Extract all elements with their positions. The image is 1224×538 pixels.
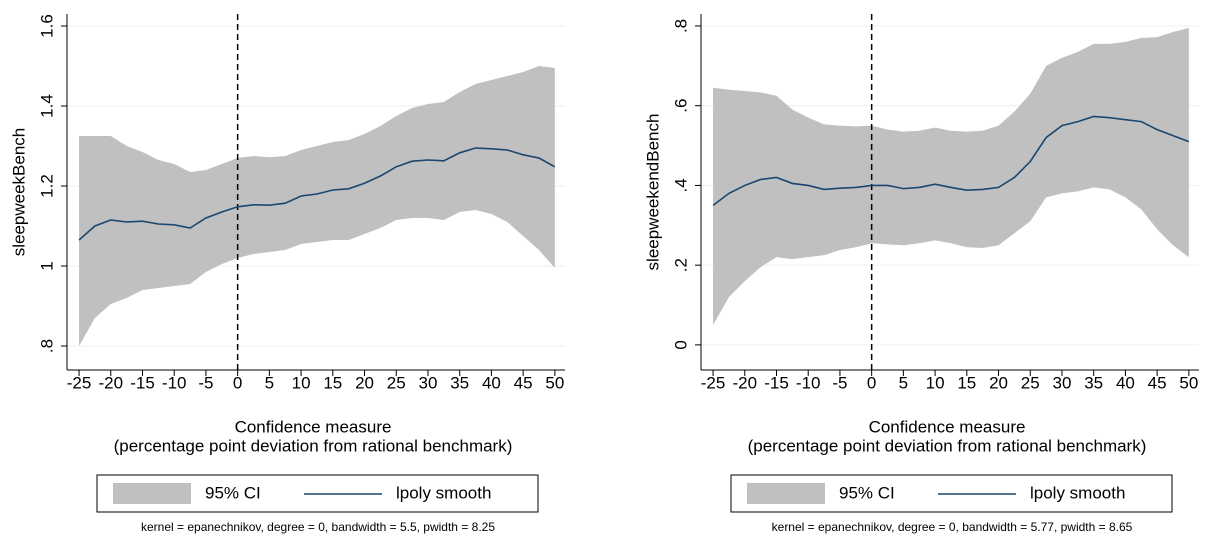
x-tick-label: 5	[265, 373, 274, 392]
y-tick-label: 1.4	[37, 94, 56, 118]
x-tick-label: -25	[701, 373, 726, 392]
y-tick-label: .6	[671, 99, 690, 113]
x-tick-label: 45	[514, 373, 533, 392]
x-tick-label: 40	[482, 373, 501, 392]
x-tick-label: 35	[450, 373, 469, 392]
x-tick-label: 25	[387, 373, 406, 392]
x-tick-label: -10	[796, 373, 821, 392]
x-tick-label: 0	[233, 373, 242, 392]
x-tick-label: 50	[545, 373, 564, 392]
x-tick-label: 5	[899, 373, 908, 392]
smooth-line	[78, 147, 556, 241]
x-tick-label: -5	[832, 373, 847, 392]
y-tick-label: .2	[671, 258, 690, 272]
x-tick-label: 50	[1179, 373, 1198, 392]
x-tick-label: 0	[867, 373, 876, 392]
legend-label: 95% CI	[205, 483, 261, 502]
x-tick-label: -15	[764, 373, 789, 392]
y-tick-label: .8	[671, 19, 690, 33]
note: kernel = epanechnikov, degree = 0, bandw…	[141, 520, 495, 534]
x-tick-label: -20	[98, 373, 123, 392]
chart-panel: 0 .2 .4 .6 .8 -25 -20 -15 -10 -5 0 5 10 15 20 25 30 35 40 4…	[643, 14, 1199, 534]
x-tick-label: 35	[1084, 373, 1103, 392]
x-tick-label: -15	[130, 373, 155, 392]
x-axis-title: Confidence measure	[235, 417, 392, 436]
legend-label: lpoly smooth	[1030, 483, 1125, 502]
ci-band	[713, 27, 1189, 325]
ci-band	[79, 66, 555, 346]
x-tick-label: 10	[926, 373, 945, 392]
x-tick-label: 20	[989, 373, 1008, 392]
x-axis-title: Confidence measure	[869, 417, 1026, 436]
y-tick-label: 1	[37, 261, 56, 270]
x-tick-label: -25	[67, 373, 92, 392]
x-tick-label: -5	[198, 373, 213, 392]
x-tick-label: -10	[162, 373, 187, 392]
y-tick-label: 0	[671, 340, 690, 349]
x-tick-label: 25	[1021, 373, 1040, 392]
y-axis-title: sleepweekBench	[9, 128, 28, 257]
x-tick-label: 30	[419, 373, 438, 392]
legend-swatch	[747, 483, 825, 504]
x-tick-label: 20	[355, 373, 374, 392]
x-tick-label: 30	[1053, 373, 1072, 392]
x-axis-title: (percentage point deviation from rationa…	[114, 436, 513, 455]
chart-panel: .8 1 1.2 1.4 1.6 -25 -20 -15 -10 -5 0 5 10 15 20 25 30 35…	[9, 14, 565, 534]
x-tick-label: 15	[957, 373, 976, 392]
x-tick-label: 40	[1116, 373, 1135, 392]
note: kernel = epanechnikov, degree = 0, bandw…	[772, 520, 1133, 534]
y-tick-label: 1.2	[37, 174, 56, 198]
smooth-line	[712, 115, 1190, 206]
x-axis-title: (percentage point deviation from rationa…	[748, 436, 1147, 455]
x-tick-label: 45	[1148, 373, 1167, 392]
legend-label: 95% CI	[839, 483, 895, 502]
y-tick-label: .8	[37, 339, 56, 353]
legend-label: lpoly smooth	[396, 483, 491, 502]
y-axis-title: sleepweekendBench	[643, 114, 662, 271]
x-tick-label: 10	[292, 373, 311, 392]
y-tick-label: .4	[671, 178, 690, 192]
x-tick-label: -20	[732, 373, 757, 392]
x-tick-label: 15	[323, 373, 342, 392]
legend-swatch	[113, 483, 191, 504]
y-tick-label: 1.6	[37, 14, 56, 38]
